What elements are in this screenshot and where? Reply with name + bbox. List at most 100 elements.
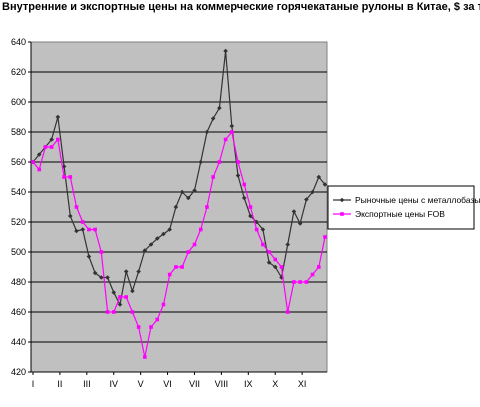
series-2-point	[74, 205, 79, 209]
series-2-point	[99, 250, 104, 254]
x-tick-label: I	[32, 379, 35, 389]
x-tick-label: VI	[163, 379, 172, 389]
series-1-point	[80, 227, 86, 232]
x-tick-label: VII	[189, 379, 200, 389]
series-1-point	[223, 48, 228, 54]
series-1-point	[316, 174, 322, 180]
series-2-point	[279, 265, 284, 269]
series-2-point	[254, 227, 259, 232]
series-2-point	[174, 265, 178, 269]
series-1-point	[167, 227, 172, 232]
series-1-point	[272, 264, 278, 270]
series-1-point	[55, 114, 61, 120]
y-tick-label: 520	[11, 217, 26, 227]
series-2-point	[93, 227, 97, 232]
x-tick-label: III	[83, 379, 91, 389]
series-2-point	[56, 137, 60, 142]
y-tick-label: 440	[11, 337, 26, 347]
y-tick-label: 620	[11, 67, 26, 77]
series-1-point	[186, 195, 191, 201]
y-tick-label: 500	[11, 247, 26, 257]
series-1-point	[291, 209, 297, 214]
series-1-point	[285, 242, 291, 247]
x-tick-label: IV	[109, 379, 118, 389]
series-2-point	[87, 227, 91, 232]
series-1-point	[136, 269, 141, 274]
series-2-point	[43, 145, 48, 149]
series-1-point	[154, 236, 160, 241]
series-2-point	[230, 130, 234, 134]
legend-label-1: Рыночные цены с металлобазы	[355, 195, 480, 205]
legend-marker-1	[339, 197, 345, 203]
series-2-point	[180, 265, 184, 269]
y-tick-label: 640	[11, 37, 26, 47]
series-2-point	[223, 137, 228, 142]
series-2-point	[49, 145, 54, 149]
y-tick-label: 580	[11, 127, 26, 137]
series-2-point	[267, 250, 271, 254]
series-2-point	[292, 280, 296, 284]
series-1-point	[266, 260, 272, 265]
x-tick-label: XI	[298, 379, 307, 389]
series-2-point	[198, 227, 203, 232]
y-tick-label: 560	[11, 157, 26, 167]
series-1-point	[49, 137, 54, 142]
series-2-point	[155, 317, 160, 322]
series-2-point	[167, 272, 172, 277]
series-1-point	[192, 188, 197, 193]
series-2-point	[310, 272, 315, 277]
series-2-point	[285, 310, 290, 314]
series-1-point	[210, 116, 216, 121]
series-1-point	[173, 204, 179, 210]
series-1-point	[229, 123, 235, 129]
series-1-point	[161, 231, 166, 237]
series-1-point	[117, 302, 123, 307]
series-2-point	[242, 182, 247, 187]
x-tick-label: VIII	[215, 379, 229, 389]
x-tick-label: V	[138, 379, 144, 389]
series-2-point	[31, 160, 35, 164]
series-2-point	[130, 310, 135, 314]
series-1-point	[130, 288, 135, 294]
series-1-point	[217, 105, 222, 111]
series-2-point	[186, 250, 191, 254]
series-1-point	[248, 213, 253, 219]
series-1-point	[142, 248, 148, 253]
gridlines	[31, 71, 327, 343]
series-1-point	[235, 173, 241, 178]
series-2-point	[37, 167, 42, 172]
series-1-point	[304, 197, 309, 202]
y-tick-label: 460	[11, 307, 26, 317]
series-2-point	[68, 175, 73, 179]
series-1-point	[179, 189, 185, 195]
series-2-point	[236, 160, 240, 164]
series-2-point	[273, 257, 278, 262]
plot-area	[30, 41, 328, 373]
series-1-point	[297, 221, 303, 226]
series-1-point	[204, 129, 210, 135]
series-1-point	[198, 159, 204, 165]
series-2-point	[80, 220, 85, 224]
series-2-point	[248, 205, 253, 209]
series-2-point	[161, 302, 166, 307]
chart-title: Внутренние и экспортные цены на коммерче…	[2, 1, 480, 13]
series-2-point	[149, 325, 153, 329]
series-2-point	[124, 295, 128, 299]
series-2-point	[217, 160, 222, 164]
series-2-point	[111, 310, 116, 314]
legend-label-2: Экспортные цены FOB	[355, 209, 445, 219]
series-2-point	[304, 280, 309, 284]
series-2-point	[136, 325, 141, 329]
y-tick-label: 420	[11, 367, 26, 377]
y-tick-label: 540	[11, 187, 26, 197]
series-2-point	[143, 355, 147, 359]
series-1-point	[36, 152, 42, 157]
series-2-point	[205, 205, 209, 209]
series-1-point	[67, 213, 73, 219]
series-2-point	[192, 242, 197, 247]
series-1-point	[74, 228, 79, 234]
y-tick-label: 600	[11, 97, 26, 107]
legend-marker-2	[340, 212, 344, 216]
